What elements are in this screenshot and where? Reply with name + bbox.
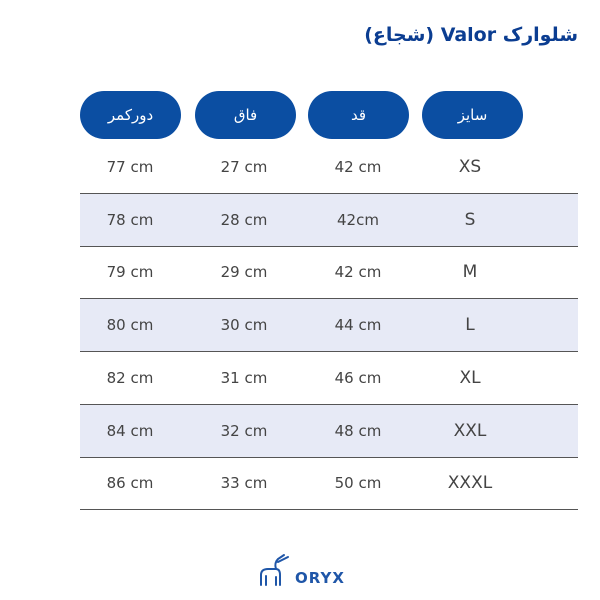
cell-waist: 77 cm	[106, 158, 154, 176]
cell-size: S	[464, 209, 476, 230]
table-row: 79 cm 29 cm 42 cm M	[80, 246, 578, 300]
cell-waist: 84 cm	[106, 421, 154, 440]
cell-size: XXXL	[447, 473, 493, 494]
cell-rise: 30 cm	[220, 316, 268, 335]
table-row: 82 cm 31 cm 46 cm XL	[80, 352, 578, 405]
oryx-antelope-icon	[260, 554, 289, 586]
table-row: 77 cm 27 cm 42 cm XS	[80, 141, 578, 194]
cell-size: L	[465, 315, 475, 336]
cell-size: XS	[458, 157, 482, 177]
cell-size: XXL	[453, 420, 487, 441]
cell-waist: 86 cm	[106, 474, 154, 493]
cell-size: XL	[459, 367, 481, 388]
cell-waist: 80 cm	[106, 316, 154, 335]
cell-rise: 27 cm	[220, 158, 268, 176]
header-size: سایز	[422, 91, 523, 139]
cell-height: 44 cm	[334, 316, 382, 335]
cell-height: 48 cm	[334, 421, 382, 440]
cell-height: 42 cm	[334, 263, 382, 282]
cell-height: 42 cm	[334, 158, 382, 176]
header-rise: فاق	[195, 91, 296, 139]
brand-logo: ORYX	[258, 553, 345, 587]
cell-rise: 33 cm	[220, 474, 268, 493]
cell-height: 42cm	[337, 210, 379, 229]
cell-waist: 78 cm	[106, 210, 154, 229]
header-height: قد	[308, 91, 409, 139]
table-row: 78 cm 28 cm 42cm S	[80, 193, 578, 247]
brand-name: ORYX	[295, 569, 345, 587]
page-title: شلوارک Valor (شجاع)	[364, 24, 578, 46]
cell-waist: 79 cm	[106, 263, 154, 282]
table-row: 80 cm 30 cm 44 cm L	[80, 299, 578, 353]
cell-rise: 29 cm	[220, 263, 268, 282]
cell-height: 50 cm	[334, 474, 382, 493]
header-waist: دورکمر	[80, 91, 181, 139]
cell-height: 46 cm	[334, 368, 382, 387]
cell-waist: 82 cm	[106, 368, 154, 387]
cell-size: M	[462, 262, 478, 283]
cell-rise: 31 cm	[220, 368, 268, 387]
cell-rise: 32 cm	[220, 421, 268, 440]
cell-rise: 28 cm	[220, 210, 268, 229]
table-row: 84 cm 32 cm 48 cm XXL	[80, 404, 578, 458]
table-row: 86 cm 33 cm 50 cm XXXL	[80, 457, 578, 511]
